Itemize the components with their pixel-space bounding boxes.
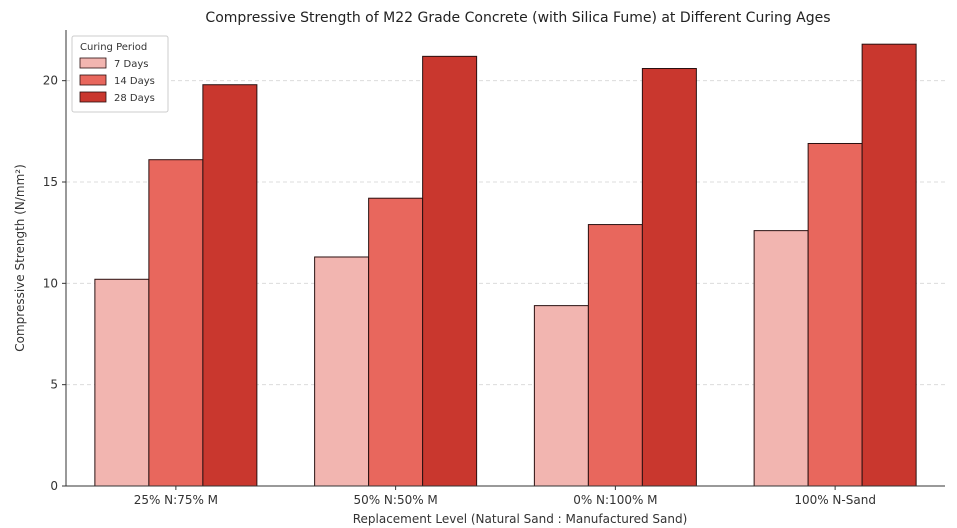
y-ticks: 0 5 10 15 20 [43,74,66,493]
y-axis-label: Compressive Strength (N/mm²) [13,164,27,352]
chart-title: Compressive Strength of M22 Grade Concre… [205,10,830,26]
legend-label: 14 Days [114,76,155,87]
bar-28-days [422,55,478,487]
bar-28-days [641,68,697,487]
bar-7-days [94,278,150,487]
bar-7-days [314,256,370,487]
x-ticks: 25% N:75% M 50% N:50% M 0% N:100% M 100% N-… [134,486,876,507]
bar-14-days [148,159,204,487]
legend: Curing Period 7 Days 14 Days 28 Days [71,35,169,113]
x-tick-label: 100% N-Sand [794,493,876,507]
bar-28-days [202,84,258,487]
bar-14-days [368,197,424,487]
legend-swatch [79,91,107,103]
bar-28-days [861,43,917,487]
x-axis-label: Replacement Level (Natural Sand : Manufa… [353,512,688,526]
legend-label: 28 Days [114,93,155,104]
legend-swatch [79,57,107,69]
x-tick-label: 50% N:50% M [353,493,437,507]
bar-14-days [807,142,863,487]
y-tick-label: 0 [50,479,58,493]
y-tick-label: 5 [50,378,58,392]
legend-title: Curing Period [80,42,147,53]
y-tick-label: 10 [43,276,58,290]
axes [65,30,945,487]
y-tick-label: 15 [43,175,58,189]
bar-7-days [533,305,589,487]
y-tick-label: 20 [43,74,58,88]
bar-7-days [753,230,809,487]
x-tick-label: 25% N:75% M [134,493,218,507]
legend-label: 7 Days [114,59,149,70]
bars [94,43,917,487]
bar-14-days [587,224,643,487]
x-tick-label: 0% N:100% M [573,493,657,507]
legend-swatch [79,74,107,86]
